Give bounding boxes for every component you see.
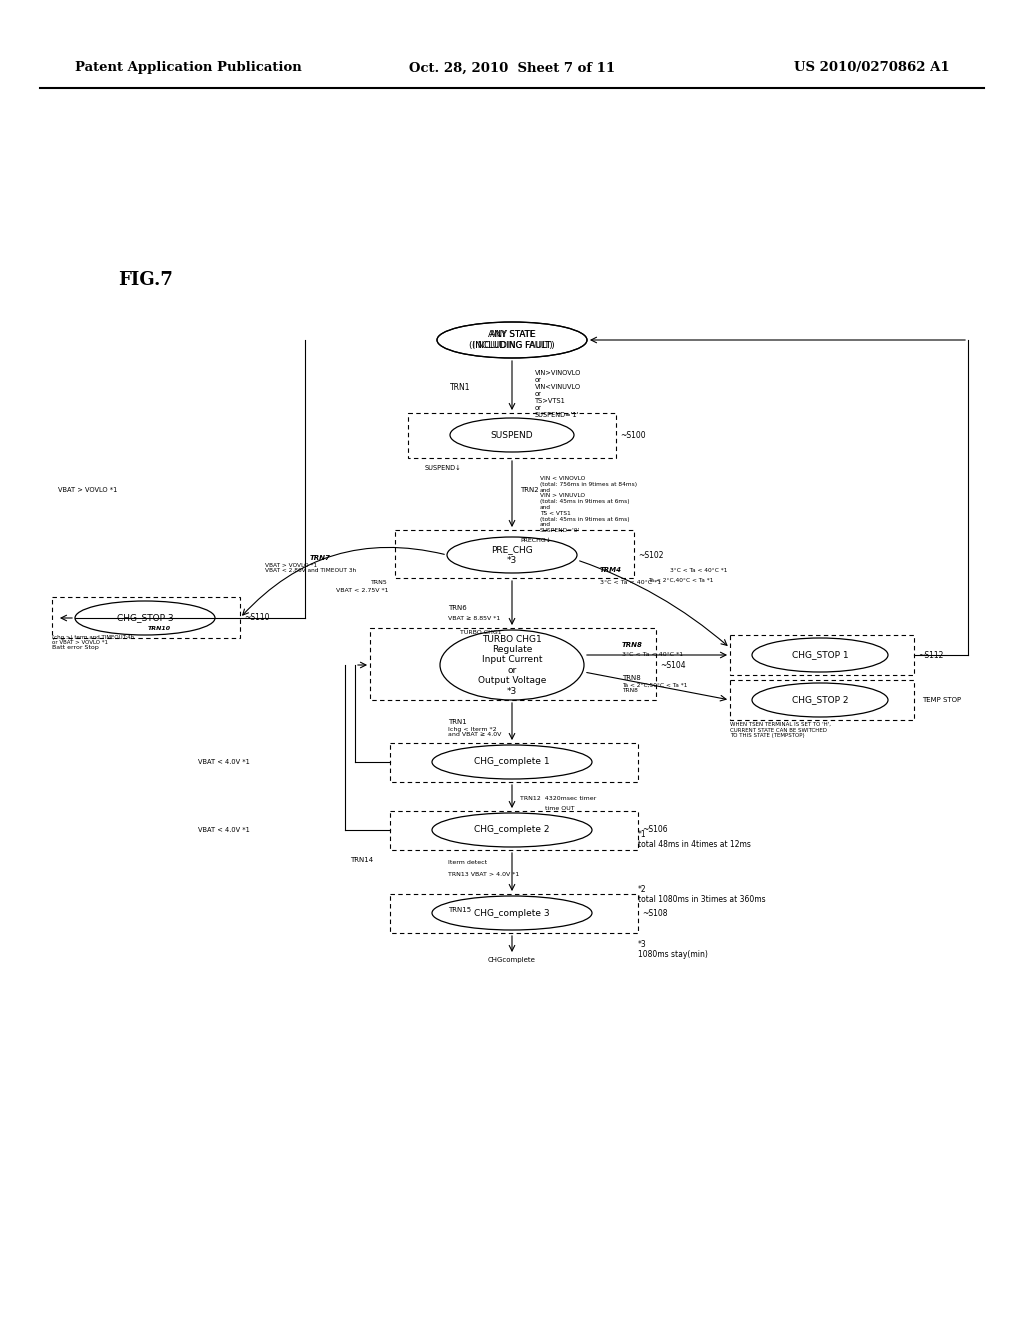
Text: ANY STATE
(INCLUDING FAULT): ANY STATE (INCLUDING FAULT): [469, 330, 555, 350]
Text: CHG_STOP 3: CHG_STOP 3: [117, 614, 173, 623]
Text: ~S110: ~S110: [244, 614, 269, 623]
Text: VBAT ≥ 8.85V *1: VBAT ≥ 8.85V *1: [449, 615, 501, 620]
Text: VBAT < 4.0V *1: VBAT < 4.0V *1: [199, 828, 250, 833]
Text: CHG_complete 1: CHG_complete 1: [474, 758, 550, 767]
Text: VIN < VINOVLO
(total: 756ms in 9times at 84ms)
and
VIN > VINUVLO
(total: 45ms in: VIN < VINOVLO (total: 756ms in 9times at…: [540, 477, 637, 533]
Text: 3°C < Ta < 40°C *1: 3°C < Ta < 40°C *1: [622, 652, 683, 657]
Text: WHEN TSEN TERMINAL IS SET TO 'H',
CURRENT STATE CAN BE SWITCHED
TO THIS STATE (T: WHEN TSEN TERMINAL IS SET TO 'H', CURREN…: [730, 722, 831, 738]
Text: TRN6: TRN6: [449, 605, 467, 611]
Text: Ta < 2°C,40°C < Ta *1: Ta < 2°C,40°C < Ta *1: [648, 578, 714, 582]
Text: TRN13 VBAT > 4.0V *1: TRN13 VBAT > 4.0V *1: [449, 873, 519, 878]
Text: TRN8: TRN8: [622, 675, 641, 681]
Text: *1
total 48ms in 4times at 12ms: *1 total 48ms in 4times at 12ms: [638, 830, 751, 849]
Text: PRECHG↓: PRECHG↓: [520, 537, 551, 543]
Text: CHG_complete 2: CHG_complete 2: [474, 825, 550, 834]
Text: CHG_complete 3: CHG_complete 3: [474, 908, 550, 917]
Text: SUSPEND: SUSPEND: [490, 430, 534, 440]
Text: *2
total 1080ms in 3times at 360ms: *2 total 1080ms in 3times at 360ms: [638, 884, 766, 904]
Text: 3°C < Ta < 40°C *1: 3°C < Ta < 40°C *1: [670, 568, 727, 573]
Text: US 2010/0270862 A1: US 2010/0270862 A1: [795, 62, 950, 74]
Text: TURBO CHG1: TURBO CHG1: [460, 630, 502, 635]
Text: TRN7: TRN7: [310, 554, 331, 561]
Text: Ichg < Iterm *2
and VBAT ≥ 4.0V: Ichg < Iterm *2 and VBAT ≥ 4.0V: [449, 726, 502, 738]
Text: *3
1080ms stay(min): *3 1080ms stay(min): [638, 940, 708, 960]
Text: TRN1: TRN1: [449, 719, 467, 725]
Text: TRN2: TRN2: [520, 487, 539, 492]
Text: TRN14: TRN14: [350, 857, 373, 863]
Text: CHGcomplete: CHGcomplete: [488, 957, 536, 964]
Text: FIG.7: FIG.7: [118, 271, 173, 289]
Text: SUSPEND↓: SUSPEND↓: [425, 465, 462, 471]
Text: ~S104: ~S104: [660, 660, 686, 669]
Text: (chg >) term and TIMEOUT:4h
or VBAT > VOVLO *1: (chg >) term and TIMEOUT:4h or VBAT > VO…: [52, 635, 134, 645]
Text: ~S106: ~S106: [642, 825, 668, 834]
Text: ~S102: ~S102: [638, 550, 664, 560]
Text: TRN1: TRN1: [450, 383, 470, 392]
Text: VBAT > VOVLO *1
VBAT < 2.86V and TIMEOUT 3h: VBAT > VOVLO *1 VBAT < 2.86V and TIMEOUT…: [265, 562, 356, 573]
Text: ~S100: ~S100: [620, 430, 645, 440]
Text: TRN5: TRN5: [372, 579, 388, 585]
Text: TRN10: TRN10: [148, 626, 171, 631]
Text: VIN>VINOVLO
or
VIN<VINUVLO
or
TS>VTS1
or
SUSPEND='1': VIN>VINOVLO or VIN<VINUVLO or TS>VTS1 or…: [535, 370, 582, 418]
Text: time OUT: time OUT: [545, 805, 574, 810]
Text: VBAT < 4.0V *1: VBAT < 4.0V *1: [199, 759, 250, 766]
Text: Ta < 2°C,50°C < Ta *1
TRN8: Ta < 2°C,50°C < Ta *1 TRN8: [622, 682, 687, 693]
Text: Patent Application Publication: Patent Application Publication: [75, 62, 302, 74]
Text: Batt error Stop: Batt error Stop: [52, 645, 98, 651]
Text: VBAT > VOVLO *1: VBAT > VOVLO *1: [58, 487, 118, 492]
Text: 3°C < Ta < 40°C *1: 3°C < Ta < 40°C *1: [600, 579, 662, 585]
Text: CHG_STOP 2: CHG_STOP 2: [792, 696, 848, 705]
Text: CHG_STOP 1: CHG_STOP 1: [792, 651, 848, 660]
Text: TRN15: TRN15: [449, 907, 471, 913]
Text: PRE_CHG
*3: PRE_CHG *3: [492, 545, 532, 565]
Text: TURBO CHG1
Regulate
Input Current
or
Output Voltage
*3: TURBO CHG1 Regulate Input Current or Out…: [478, 635, 546, 696]
Text: VBAT < 2.75V *1: VBAT < 2.75V *1: [336, 589, 388, 594]
Text: TRN8: TRN8: [622, 642, 643, 648]
Text: TRN12  4320msec timer: TRN12 4320msec timer: [520, 796, 596, 800]
Text: Iterm detect: Iterm detect: [449, 859, 487, 865]
Text: ANY STATE
(INCLUDING FAULT): ANY STATE (INCLUDING FAULT): [472, 330, 552, 350]
Text: ~S112: ~S112: [918, 651, 943, 660]
Text: ~S108: ~S108: [642, 908, 668, 917]
Text: Oct. 28, 2010  Sheet 7 of 11: Oct. 28, 2010 Sheet 7 of 11: [409, 62, 615, 74]
Text: TEMP STOP: TEMP STOP: [922, 697, 962, 704]
Text: TRM4: TRM4: [600, 568, 622, 573]
